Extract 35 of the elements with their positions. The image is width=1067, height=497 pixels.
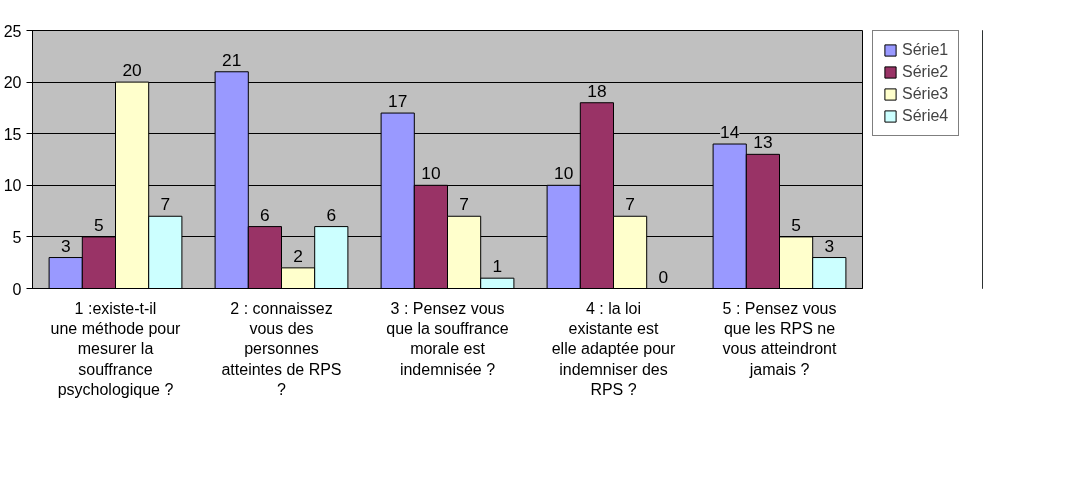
y-tick-label: 20	[3, 74, 22, 92]
data-label: 10	[421, 163, 441, 184]
y-tick-label: 5	[12, 228, 22, 246]
data-label: 13	[753, 132, 773, 153]
data-label: 7	[160, 194, 171, 215]
data-label: 2	[293, 245, 303, 266]
data-label: 20	[122, 60, 142, 81]
data-label: 14	[720, 122, 740, 143]
data-label: 7	[459, 194, 469, 215]
legend-label: Série4	[902, 107, 949, 125]
data-label: 6	[260, 204, 270, 225]
x-tick-label: 4 : la loi existante est elle adaptée pour indemniser des RPS ?	[551, 299, 676, 399]
data-label: 18	[587, 80, 607, 101]
x-tick-label: 1 :existe-t-il une méthode pour mesurer la souffrance psychologique ?	[50, 299, 182, 399]
data-label: 0	[658, 266, 669, 287]
x-tick-label: 3 : Pensez vous que la souffrance morale est indemnisée ?	[386, 299, 509, 378]
data-label: 7	[625, 194, 635, 215]
data-label: 17	[388, 91, 408, 112]
data-label: 6	[326, 204, 337, 225]
data-label: 1	[492, 256, 503, 277]
data-label: 3	[824, 235, 835, 256]
data-label: 21	[222, 49, 242, 70]
x-tick-label: 5 : Pensez vous que les RPS ne vous atteindront jamais ?	[722, 299, 837, 378]
legend-label: Série1	[902, 41, 949, 59]
data-label: 3	[60, 235, 71, 256]
x-tick-label: 2 : connaissez vous des personnes atteintes de RPS ?	[221, 299, 342, 399]
data-label: 5	[94, 214, 104, 235]
y-tick-label: 15	[3, 125, 22, 143]
legend-label: Série3	[902, 85, 949, 103]
data-label: 10	[554, 163, 574, 184]
y-tick-label: 10	[3, 177, 22, 195]
data-label: 5	[791, 214, 801, 235]
y-tick-label: 0	[12, 280, 22, 298]
y-tick-label: 25	[3, 22, 22, 40]
legend-label: Série2	[902, 63, 949, 81]
